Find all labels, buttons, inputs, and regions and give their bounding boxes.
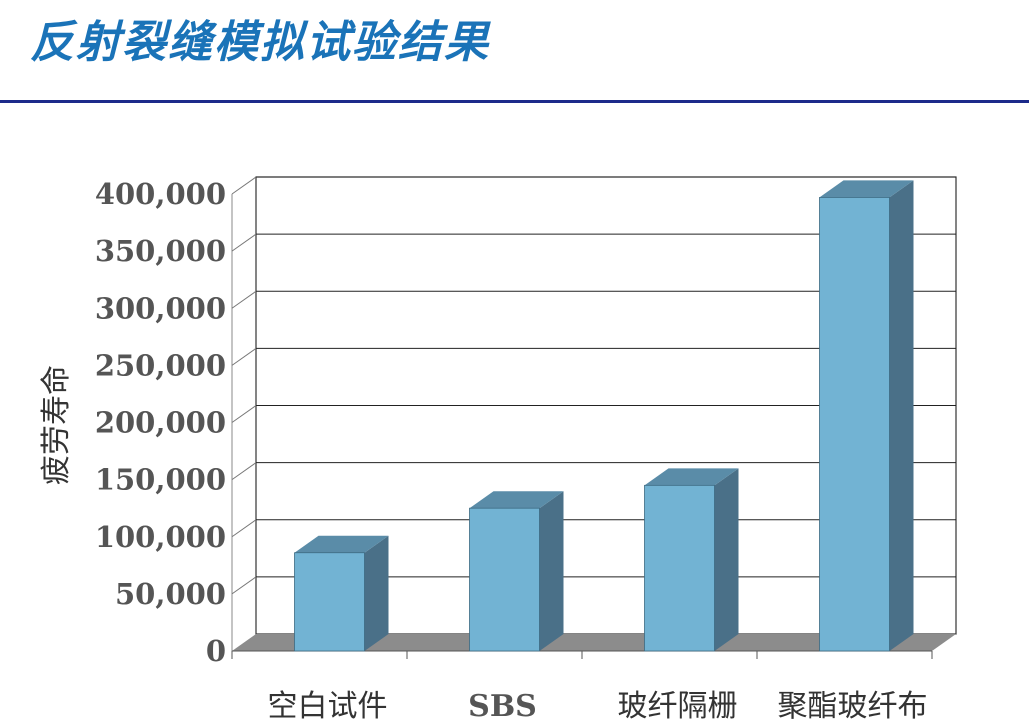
bar: [294, 535, 389, 652]
bar-front: [469, 507, 540, 652]
floor-plane: [232, 634, 956, 651]
slide-title: 反射裂缝模拟试验结果: [30, 17, 490, 68]
bar: [644, 468, 739, 652]
y-tick-label: 150,000: [95, 463, 226, 497]
bar: [819, 180, 914, 652]
gridline-side: [231, 347, 257, 366]
bar-top: [819, 180, 914, 198]
category-label: SBS: [468, 689, 537, 724]
y-tick-label: 300,000: [95, 291, 226, 325]
gridline-side: [231, 233, 257, 252]
bar-top: [294, 535, 389, 553]
bars: [294, 180, 914, 652]
y-tick-label: 100,000: [95, 520, 226, 554]
y-tick-labels: 0 50,000 100,000 150,000 200,000 250,000 300,0…: [95, 177, 226, 668]
category-label: 空白试件: [268, 689, 388, 724]
bar-side: [539, 491, 564, 651]
gridline-side: [231, 576, 257, 595]
bar-side: [889, 180, 914, 652]
bar-front: [644, 484, 715, 652]
y-tick-label: 250,000: [95, 348, 226, 382]
y-tick-label: 400,000: [95, 177, 226, 211]
title-divider: [0, 100, 1029, 103]
bar-front: [294, 552, 365, 652]
bar-front: [819, 197, 890, 652]
gridline-side: [231, 290, 257, 309]
category-labels: 空白试件 SBS 玻纤隔栅 聚酯玻纤布: [268, 689, 928, 724]
y-tick-label: 200,000: [95, 406, 226, 440]
bar-side: [364, 535, 389, 651]
category-label: 玻纤隔栅: [618, 689, 738, 724]
y-tick-label: 0: [206, 634, 226, 668]
category-label: 聚酯玻纤布: [778, 689, 928, 724]
y-tick-label: 350,000: [95, 234, 226, 268]
bar-top: [644, 468, 739, 486]
bar-side: [714, 468, 739, 651]
bar-top: [469, 491, 564, 509]
gridline-side: [231, 462, 257, 481]
gridline-side: [231, 405, 257, 423]
y-tick-label: 50,000: [115, 577, 226, 611]
bar: [469, 491, 564, 652]
gridline-side: [231, 519, 257, 538]
y-axis-title: 疲劳寿命: [39, 365, 74, 485]
gridline-side: [231, 176, 257, 195]
